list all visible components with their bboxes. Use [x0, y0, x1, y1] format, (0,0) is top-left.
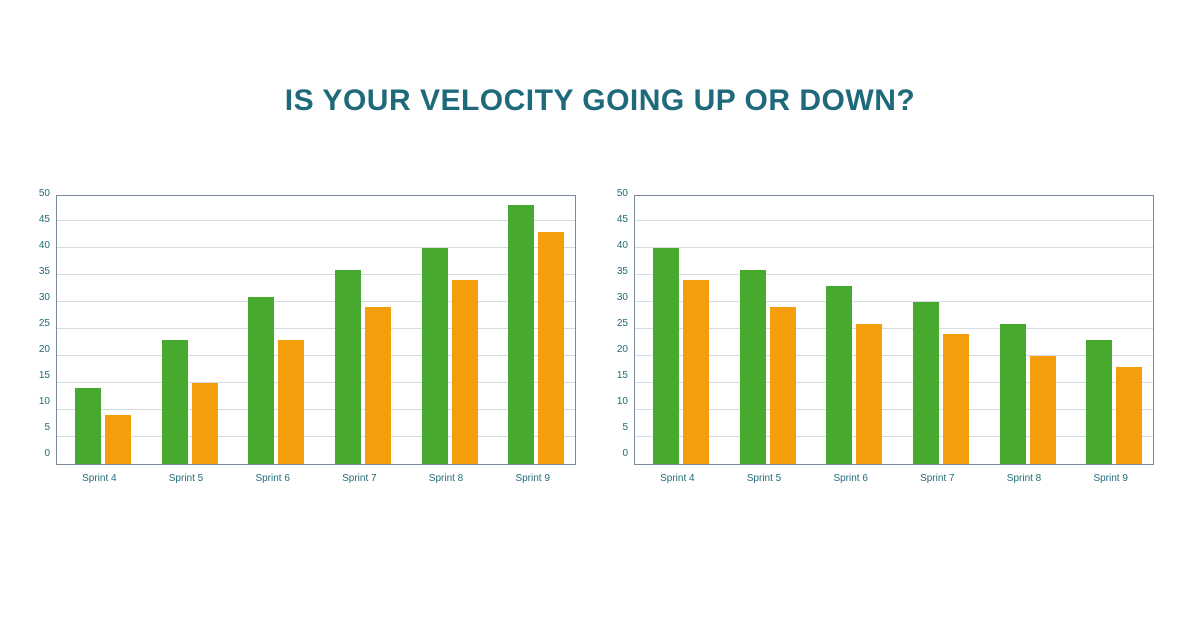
- bar-series_b: [105, 415, 131, 464]
- chart-left-y-axis: 0 5 10 15 20 25 30 35 40 45 50: [34, 189, 56, 459]
- y-tick-label: 5: [34, 423, 50, 433]
- bar-series_b: [278, 340, 304, 464]
- x-tick-label: Sprint 7: [316, 473, 403, 484]
- y-tick-label: 35: [34, 267, 50, 277]
- bar-series_b: [1116, 367, 1142, 464]
- bar-series_a: [422, 248, 448, 464]
- y-tick-label: 25: [612, 319, 628, 329]
- chart-right-plot: [634, 195, 1154, 465]
- y-tick-label: 20: [612, 345, 628, 355]
- bar-series_b: [538, 232, 564, 464]
- bar-series_a: [75, 388, 101, 464]
- chart-right-bars: [635, 196, 1153, 464]
- charts-container: 05101520253035404550 Sprint 4Sprint 5Spr…: [34, 195, 1154, 484]
- y-tick-label: 25: [34, 319, 50, 329]
- chart-left-bars: [57, 196, 575, 464]
- x-tick-label: Sprint 5: [143, 473, 230, 484]
- y-tick-label: 30: [34, 293, 50, 303]
- bar-series_b: [856, 324, 882, 464]
- x-tick-label: Sprint 9: [489, 473, 576, 484]
- x-tick-label: Sprint 7: [894, 473, 981, 484]
- bar-series_a: [162, 340, 188, 464]
- x-tick-label: Sprint 9: [1067, 473, 1154, 484]
- y-tick-label: 5: [612, 423, 628, 433]
- y-tick-label: 40: [34, 241, 50, 251]
- chart-right-x-axis: Sprint 4Sprint 5Sprint 6Sprint 7Sprint 8…: [634, 473, 1154, 484]
- y-tick-label: 50: [612, 189, 628, 199]
- x-tick-label: Sprint 6: [807, 473, 894, 484]
- y-tick-label: 0: [612, 449, 628, 459]
- bar-series_a: [1000, 324, 1026, 464]
- bar-series_b: [452, 280, 478, 464]
- bar-series_a: [508, 205, 534, 464]
- bar-series_b: [683, 280, 709, 464]
- chart-left-x-axis: Sprint 4Sprint 5Sprint 6Sprint 7Sprint 8…: [56, 473, 576, 484]
- y-tick-label: 10: [612, 397, 628, 407]
- y-tick-label: 0: [34, 449, 50, 459]
- bar-series_b: [943, 334, 969, 464]
- y-tick-label: 15: [612, 371, 628, 381]
- bar-series_b: [1030, 356, 1056, 464]
- bar-series_a: [826, 286, 852, 464]
- y-tick-label: 10: [34, 397, 50, 407]
- bar-series_b: [365, 307, 391, 464]
- y-tick-label: 15: [34, 371, 50, 381]
- y-tick-label: 40: [612, 241, 628, 251]
- y-tick-label: 45: [612, 215, 628, 225]
- y-tick-label: 30: [612, 293, 628, 303]
- chart-right-y-axis: 0 5 10 15 20 25 30 35 40 45 50: [612, 189, 634, 459]
- x-tick-label: Sprint 4: [56, 473, 143, 484]
- bar-series_a: [653, 248, 679, 464]
- y-tick-label: 20: [34, 345, 50, 355]
- bar-series_a: [335, 270, 361, 464]
- page-title: IS YOUR VELOCITY GOING UP OR DOWN?: [0, 84, 1200, 118]
- chart-right: 05101520253035404550 Sprint 4Sprint 5Spr…: [612, 195, 1154, 484]
- y-tick-label: 35: [612, 267, 628, 277]
- bar-series_a: [913, 302, 939, 464]
- y-tick-label: 45: [34, 215, 50, 225]
- chart-left-plot: [56, 195, 576, 465]
- x-tick-label: Sprint 8: [981, 473, 1068, 484]
- bar-series_a: [248, 297, 274, 464]
- x-tick-label: Sprint 8: [403, 473, 490, 484]
- chart-left: 05101520253035404550 Sprint 4Sprint 5Spr…: [34, 195, 576, 484]
- x-tick-label: Sprint 5: [721, 473, 808, 484]
- bar-series_a: [1086, 340, 1112, 464]
- bar-series_b: [770, 307, 796, 464]
- y-tick-label: 50: [34, 189, 50, 199]
- bar-series_b: [192, 383, 218, 464]
- x-tick-label: Sprint 6: [229, 473, 316, 484]
- bar-series_a: [740, 270, 766, 464]
- x-tick-label: Sprint 4: [634, 473, 721, 484]
